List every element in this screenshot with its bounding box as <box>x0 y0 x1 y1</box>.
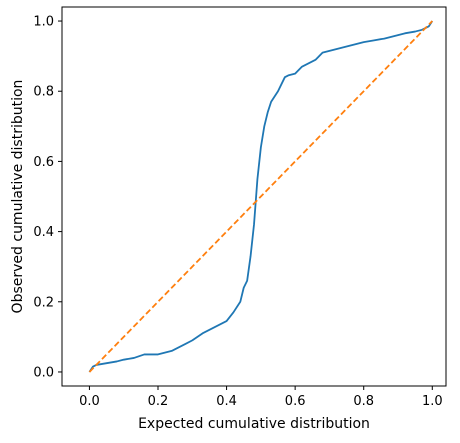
y-tick-label: 0.8 <box>33 85 54 100</box>
tick-marks <box>58 20 433 390</box>
observed-cdf-line <box>88 20 434 373</box>
x-tick-label: 0.2 <box>148 394 169 409</box>
y-axis-label: Observed cumulative distribution <box>10 80 26 314</box>
tick-labels: 0.0 0.2 0.4 0.6 0.8 1.0 0.0 0.2 0.4 0.6 0.8 1.0 <box>33 15 442 409</box>
x-tick-label: 0.8 <box>353 394 374 409</box>
reference-diagonal-line <box>88 20 433 373</box>
x-tick-label: 0.0 <box>79 394 100 409</box>
y-tick-label: 0.4 <box>33 225 54 240</box>
x-axis-label: Expected cumulative distribution <box>138 416 370 432</box>
y-tick-label: 0.6 <box>33 155 54 170</box>
x-tick-label: 0.4 <box>216 394 237 409</box>
plot-area <box>88 20 434 373</box>
y-tick-label: 0.2 <box>33 295 54 310</box>
y-tick-label: 0.0 <box>33 365 54 380</box>
x-tick-label: 1.0 <box>422 394 443 409</box>
x-tick-label: 0.6 <box>285 394 306 409</box>
axes-frame <box>61 6 447 387</box>
y-tick-label: 1.0 <box>33 15 54 30</box>
